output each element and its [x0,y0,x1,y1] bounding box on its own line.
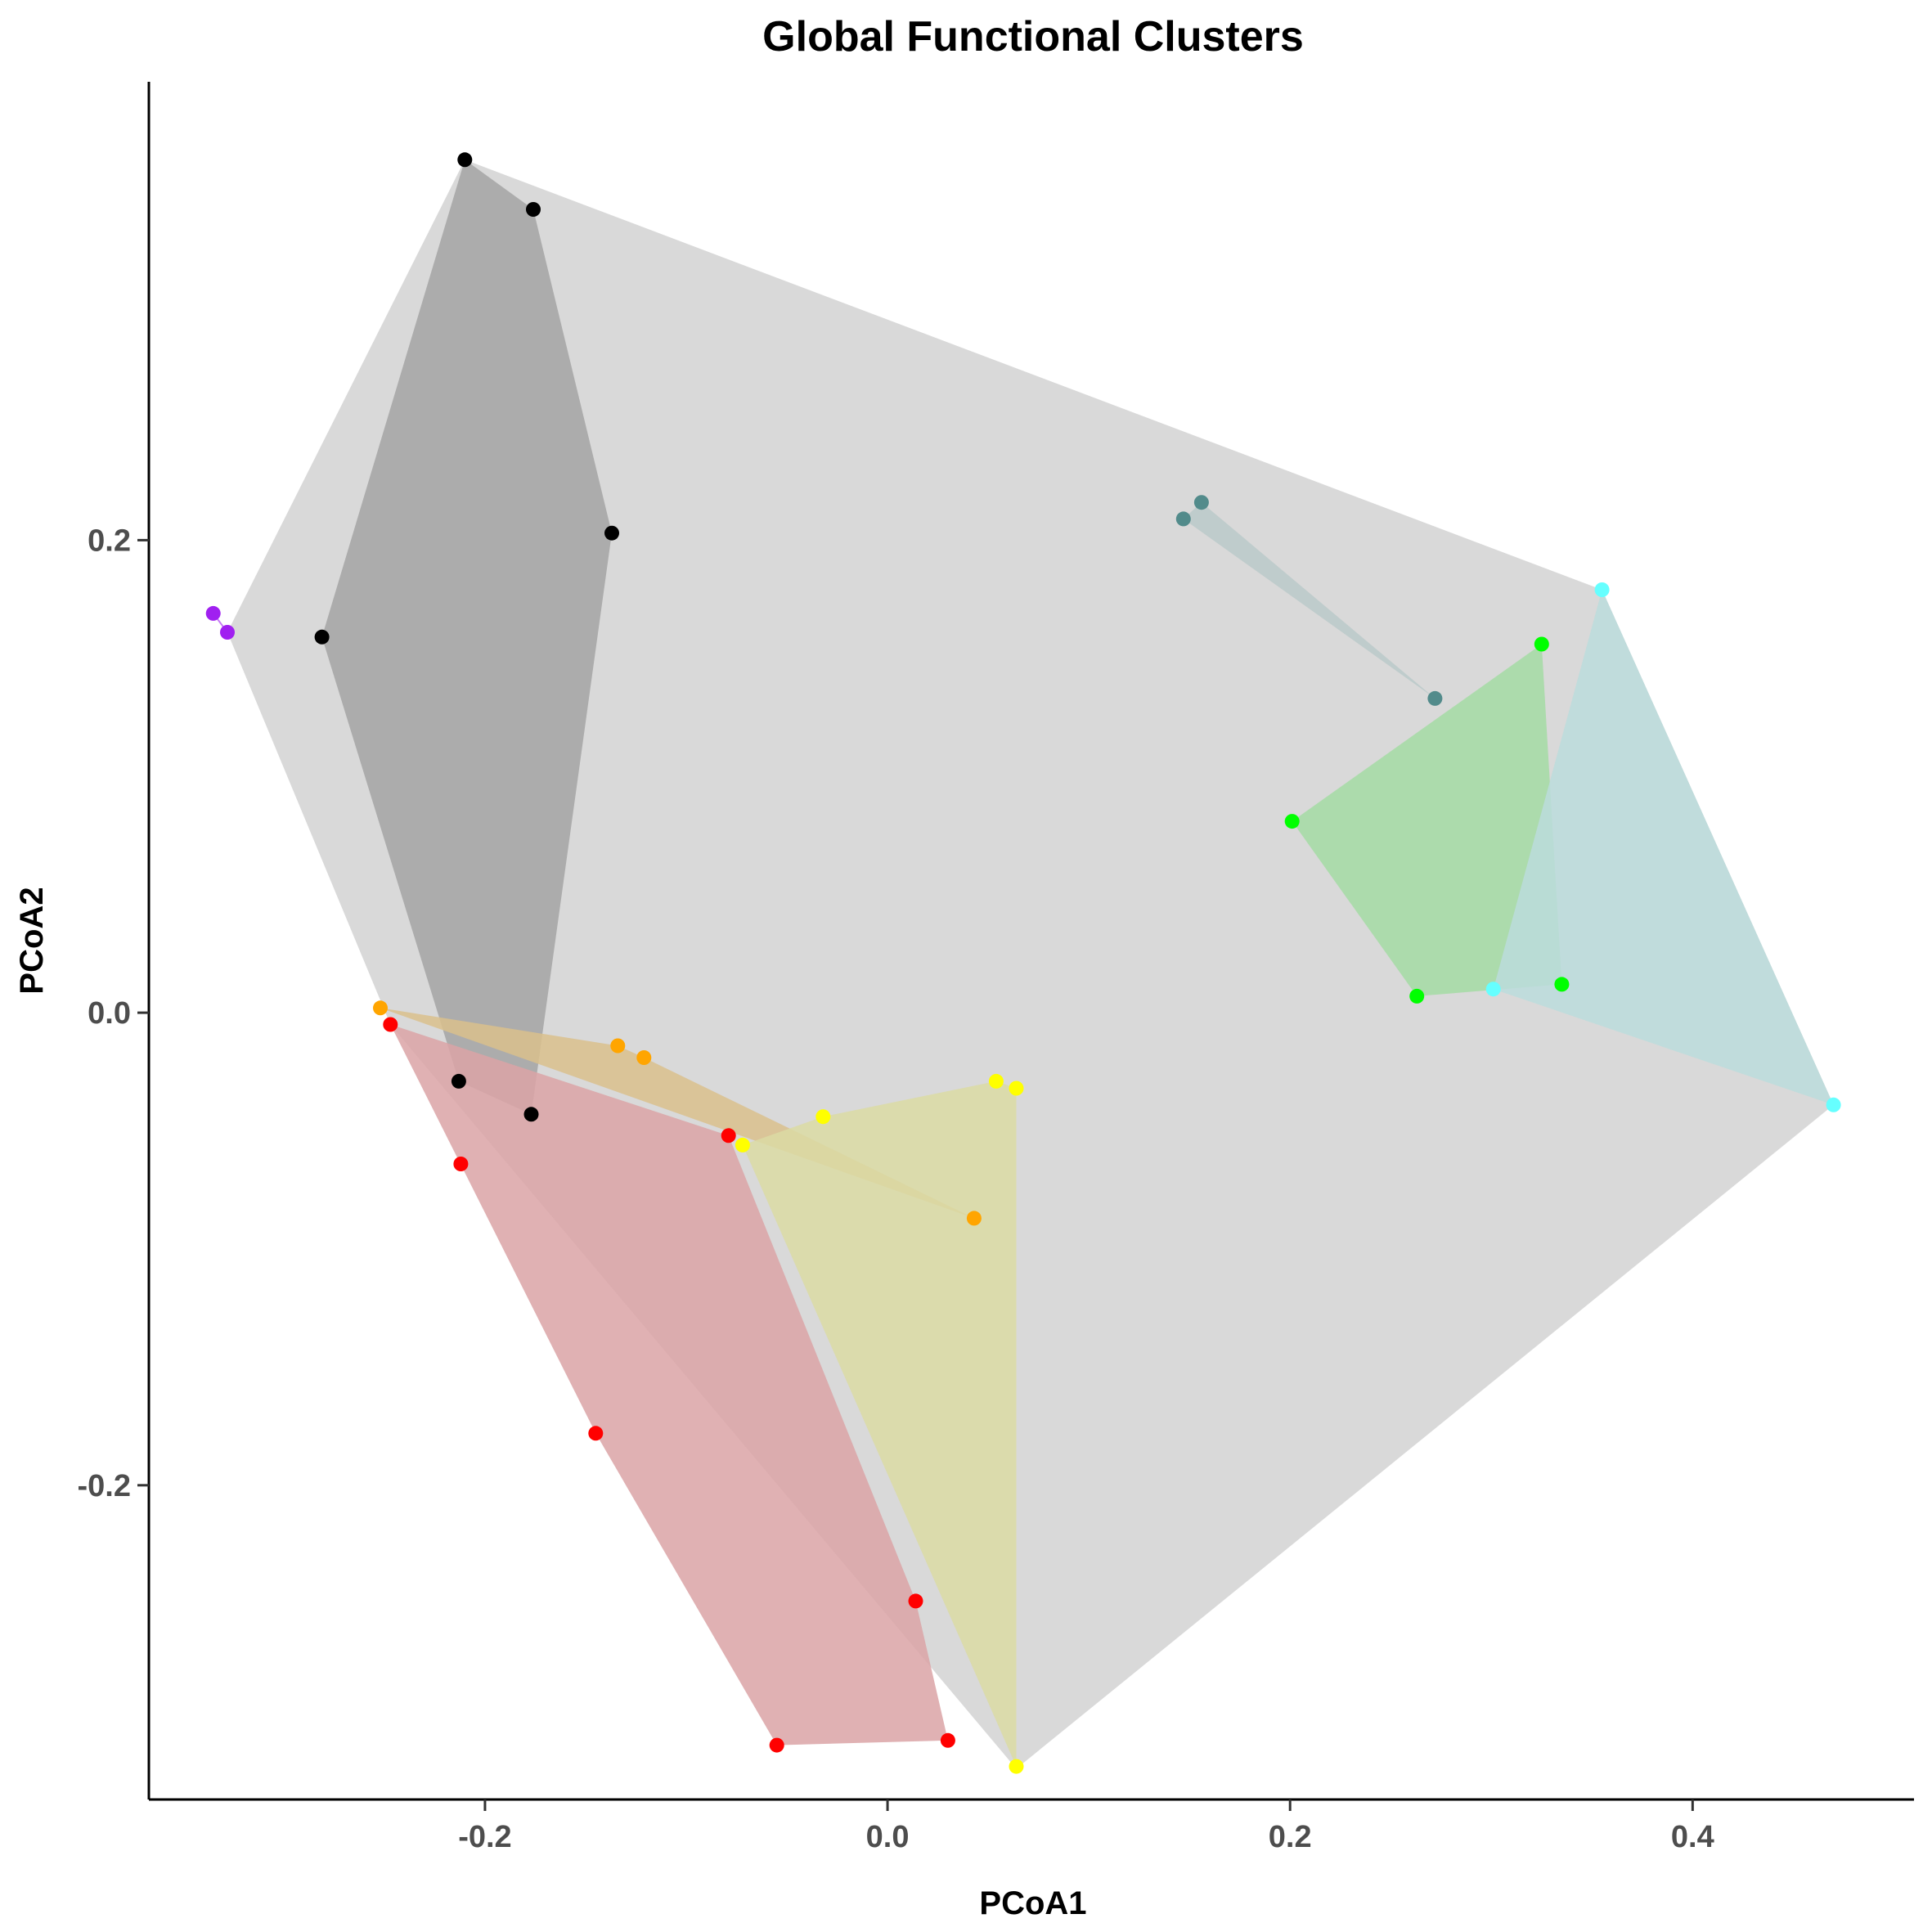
point-c5-0 [1193,495,1209,510]
point-c7-2 [1826,1097,1841,1112]
cluster-hull-5 [1183,502,1436,699]
point-c3-4 [908,1593,923,1609]
point-c2-0 [373,1000,388,1016]
x-axis-ticks: -0.2 0.0 0.2 0.4 [458,1799,1714,1854]
point-c7-1 [1485,982,1501,997]
point-c3-1 [721,1128,736,1143]
point-c4-4 [1009,1759,1024,1774]
plot-area [205,152,1841,1774]
point-c3-6 [940,1732,955,1748]
cluster-hull-3 [390,1024,948,1746]
point-c4-0 [988,1073,1004,1089]
point-c0-5 [523,1107,539,1122]
point-c1-0 [205,605,221,621]
global-hull [227,160,1834,1769]
x-tick-label-0: -0.2 [458,1820,511,1854]
point-c0-2 [604,525,619,541]
point-c0-4 [451,1073,466,1089]
y-tick-label-0: -0.2 [78,1469,131,1503]
point-c7-0 [1594,582,1610,597]
x-tick-label-2: 0.2 [1269,1820,1312,1854]
chart-title: Global Functional Clusters [762,13,1304,61]
cluster-hull-6 [1292,644,1562,996]
point-c6-1 [1284,814,1300,829]
point-c5-2 [1427,690,1443,706]
point-c5-1 [1175,511,1191,527]
cluster-hull-7 [1493,590,1834,1105]
x-axis-label: PCoA1 [979,1885,1086,1921]
point-c2-1 [610,1038,626,1054]
y-axis-ticks: -0.2 0.0 0.2 [78,523,149,1503]
point-c0-0 [457,152,473,168]
point-c6-0 [1534,636,1549,652]
point-c3-2 [453,1157,469,1171]
x-tick-label-3: 0.4 [1671,1820,1714,1854]
y-tick-label-2: 0.2 [88,523,131,558]
x-tick-label-1: 0.0 [866,1820,910,1854]
point-c4-1 [1009,1081,1024,1096]
point-c3-3 [588,1426,604,1441]
point-c1-1 [220,625,235,640]
point-c4-3 [735,1137,750,1152]
y-tick-label-1: 0.0 [88,996,131,1031]
cluster-hull-0 [321,160,612,1115]
point-c3-5 [769,1737,784,1753]
point-c0-3 [314,629,330,645]
y-axis-label: PCoA2 [14,887,50,994]
point-c2-3 [966,1211,982,1226]
cluster-hull-4 [742,1081,1017,1767]
point-c0-1 [526,202,541,217]
point-c3-0 [383,1017,398,1032]
point-c4-2 [815,1109,831,1125]
point-c2-2 [636,1050,652,1065]
point-c6-2 [1554,977,1570,992]
point-c6-3 [1409,988,1425,1004]
